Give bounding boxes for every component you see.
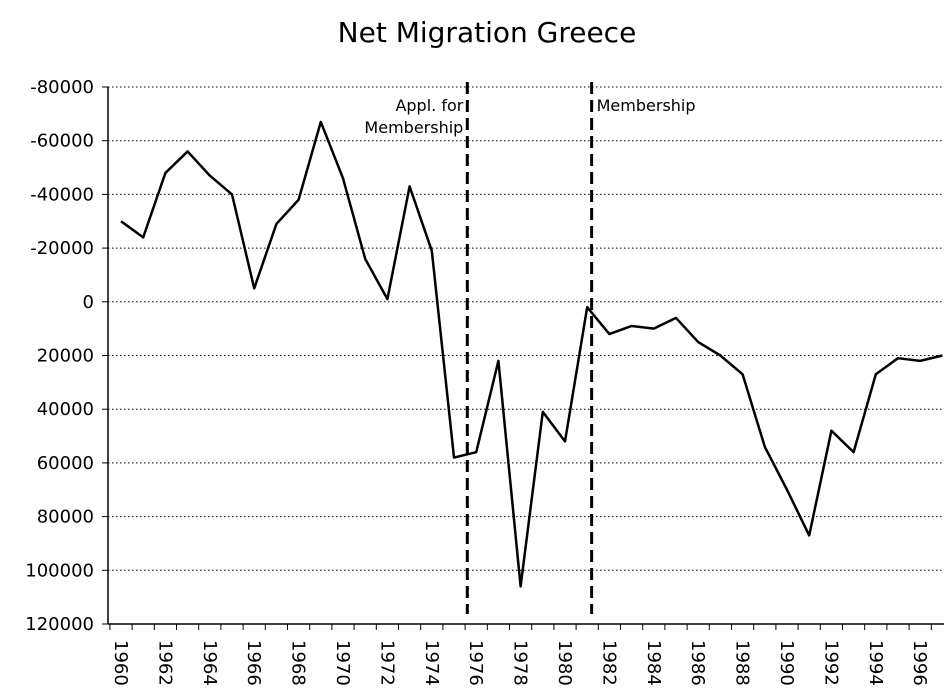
x-tick-label: 1980 <box>554 640 575 686</box>
x-tick-label: 1970 <box>332 640 353 686</box>
x-tick-label: 1990 <box>776 640 797 686</box>
x-tick-label: 1982 <box>598 640 619 686</box>
annotation-text: Membership <box>364 118 463 137</box>
chart-title: Net Migration Greece <box>338 16 637 49</box>
y-tick-label: -80000 <box>30 77 94 98</box>
y-tick-label: 80000 <box>37 507 94 528</box>
x-tick-label: 1962 <box>154 640 175 686</box>
x-tick-label: 1994 <box>865 640 886 686</box>
x-tick-label: 1966 <box>243 640 264 686</box>
annotation-text: Membership <box>597 96 696 115</box>
x-tick-label: 1972 <box>376 640 397 686</box>
y-tick-label: -40000 <box>30 184 94 205</box>
y-tick-label: 100000 <box>25 560 94 581</box>
x-tick-label: 1988 <box>732 640 753 686</box>
x-tick-label: 1984 <box>643 640 664 686</box>
x-tick-label: 1960 <box>110 640 131 686</box>
y-tick-label: -20000 <box>30 238 94 259</box>
y-tick-label: 0 <box>83 292 94 313</box>
x-tick-label: 1986 <box>687 640 708 686</box>
data-line <box>120 120 943 588</box>
y-tick-label: 60000 <box>37 453 94 474</box>
x-tick-label: 1976 <box>465 640 486 686</box>
x-tick-label: 1974 <box>421 640 442 686</box>
x-tick-label: 1992 <box>820 640 841 686</box>
annotation-text: Appl. for <box>395 96 463 115</box>
y-tick-label: 40000 <box>37 399 94 420</box>
y-tick-label: -60000 <box>30 131 94 152</box>
y-tick-label: 120000 <box>25 614 94 635</box>
x-tick-label: 1978 <box>510 640 531 686</box>
x-tick-label: 1996 <box>909 640 930 686</box>
x-tick-label: 1968 <box>288 640 309 686</box>
y-tick-label: 20000 <box>37 346 94 367</box>
x-tick-label: 1964 <box>199 640 220 686</box>
